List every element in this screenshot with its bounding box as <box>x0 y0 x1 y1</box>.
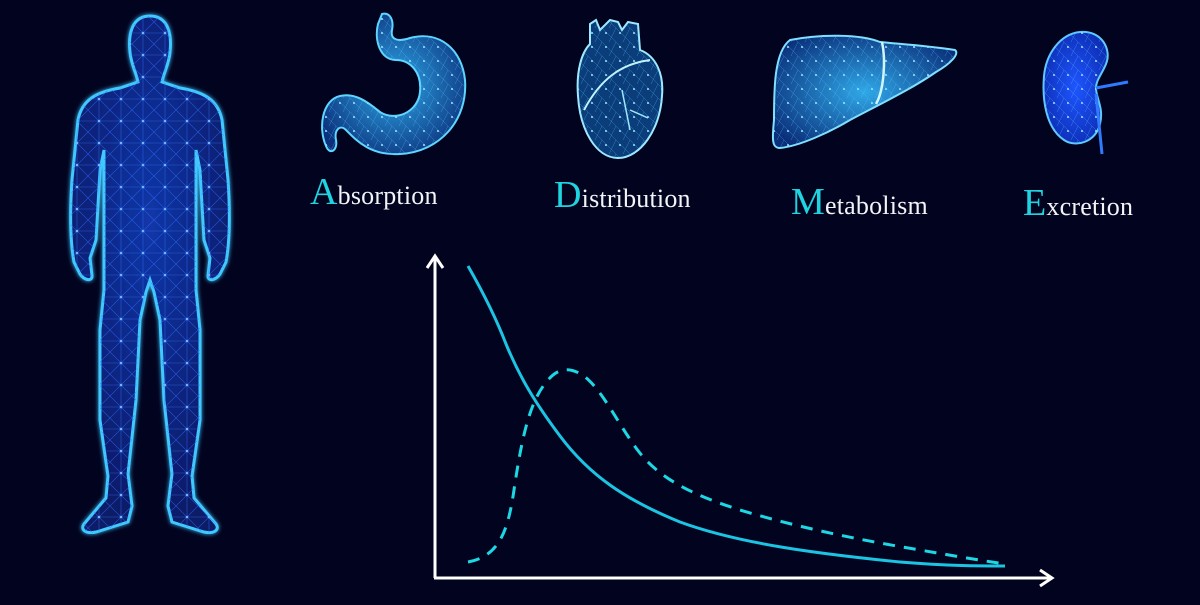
x-axis <box>434 568 1055 588</box>
stage-label-excretion: Excretion <box>1023 181 1133 225</box>
stage-label-distribution: Distribution <box>554 173 691 217</box>
stage-initial: A <box>310 171 338 213</box>
stage-initial: D <box>554 174 582 216</box>
y-axis <box>425 253 445 578</box>
y-axis-arrow-icon <box>425 253 445 269</box>
human-body-wireframe-icon <box>69 14 231 534</box>
x-axis-arrow-icon <box>1039 568 1055 588</box>
stage-rest: bsorption <box>337 181 438 210</box>
stage-label-metabolism: Metabolism <box>791 180 928 224</box>
stage-initial: E <box>1023 182 1047 224</box>
organ-icons-row <box>321 12 1129 160</box>
stage-rest: istribution <box>581 184 691 213</box>
dashed-curve <box>467 368 1006 566</box>
stage-label-absorption: Absorption <box>310 170 438 214</box>
stage-initial: M <box>791 181 825 223</box>
stage-rest: etabolism <box>825 191 928 220</box>
kidney-icon <box>1042 30 1129 155</box>
liver-icon <box>771 34 958 150</box>
solid-curve <box>466 265 1006 568</box>
heart-icon <box>576 18 664 160</box>
stomach-icon <box>321 12 467 156</box>
stage-rest: xcretion <box>1046 192 1134 221</box>
